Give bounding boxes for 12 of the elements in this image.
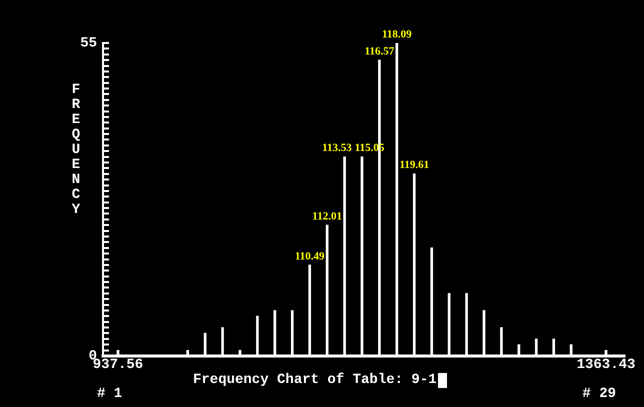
text: # 1 [97, 386, 122, 402]
y-tick-label: 55 [80, 36, 97, 52]
annotation: 112.01 [312, 210, 342, 222]
annotation: 118.09 [382, 28, 412, 40]
annotation: 116.57 [364, 45, 395, 58]
y-axis-title: FREQUENCY [68, 82, 84, 217]
annotation: 113.53 [322, 142, 352, 154]
annotation: 119.61 [399, 159, 430, 172]
text: # 29 [582, 386, 616, 402]
x-tick-label: 1363.43 [576, 356, 636, 373]
annotation: 110.49 [294, 250, 326, 262]
text: Frequency Chart of Table: 9-1 [193, 372, 437, 388]
